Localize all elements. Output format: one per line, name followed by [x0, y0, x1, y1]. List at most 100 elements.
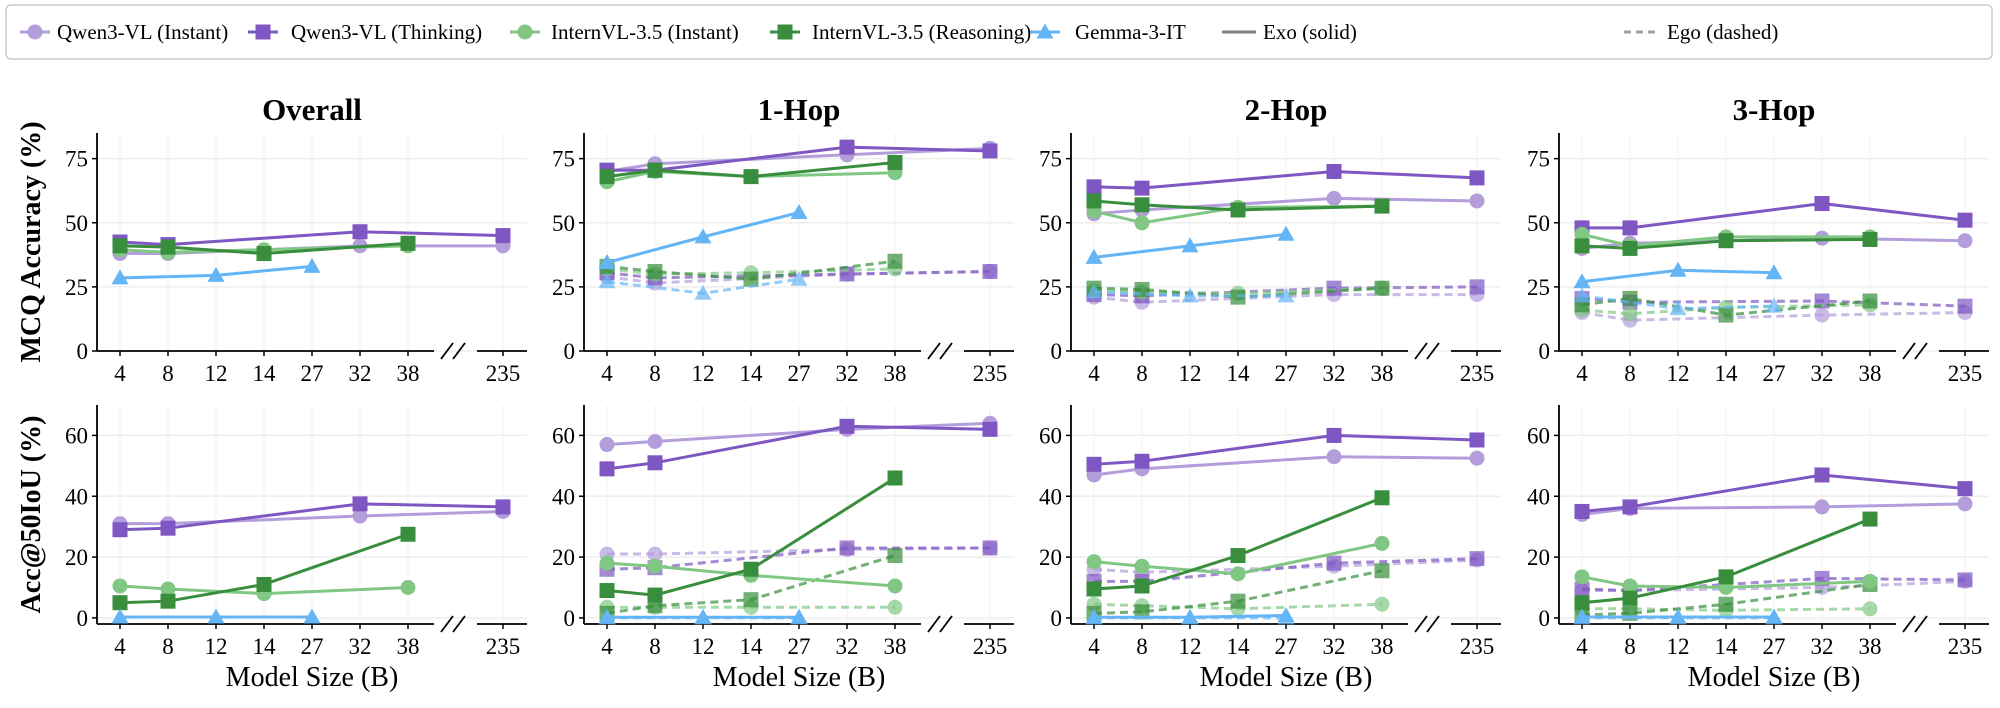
x-tick-label: 235 [973, 634, 1008, 659]
series-g-exo [598, 204, 808, 270]
panel-2-hop-mcq: 0 25 50 75 4 8 12 14 27 32 38 235 2-Hop [1039, 92, 1501, 386]
x-tick-label: 32 [1811, 634, 1834, 659]
data-point [1086, 554, 1102, 570]
series-line [1093, 569, 1383, 615]
data-point [839, 418, 855, 434]
data-point [400, 526, 416, 542]
series-ir-exo [1086, 193, 1390, 218]
data-point [1181, 287, 1199, 303]
y-tick-label: 0 [77, 339, 89, 364]
x-tick-label: 8 [162, 634, 174, 659]
data-point [647, 558, 663, 574]
series-line [607, 546, 991, 556]
x-tick-label: 14 [1227, 361, 1251, 386]
series-line [607, 145, 991, 172]
panel-1-hop-mcq: 0 25 50 75 4 8 12 14 27 32 38 235 1-Hop [552, 92, 1014, 386]
data-point [743, 592, 759, 608]
x-tick-label: 12 [205, 361, 228, 386]
data-point [982, 143, 998, 159]
x-tick-label: 38 [1859, 361, 1882, 386]
axis-break-mark [1902, 342, 1916, 360]
x-tick-label: 4 [601, 634, 613, 659]
x-tick-label: 14 [1227, 634, 1251, 659]
panel-2-hop-iou: 0 20 40 60 4 8 12 14 27 32 38 235 Model Size (B) [1039, 405, 1501, 693]
legend-item-qi: Qwen3-VL (Instant) [20, 20, 228, 44]
x-axis-label: Model Size (B) [713, 662, 886, 693]
y-tick-label: 60 [65, 423, 88, 448]
legend-label: Ego (dashed) [1667, 20, 1778, 44]
data-point [1134, 180, 1150, 196]
series-line [606, 421, 991, 447]
data-point [256, 246, 272, 262]
data-point [647, 434, 663, 449]
series-line [606, 476, 896, 597]
series-ir-exo [1086, 490, 1390, 597]
data-point [1718, 233, 1734, 249]
data-point [1573, 608, 1591, 624]
data-point [160, 239, 176, 255]
series-g-exo [111, 608, 321, 624]
y-tick-label: 25 [65, 275, 88, 300]
data-point [160, 593, 176, 609]
x-tick-label: 27 [1763, 361, 1786, 386]
data-point [111, 269, 129, 285]
panel-title: Overall [262, 92, 362, 127]
x-tick-label: 12 [692, 361, 715, 386]
x-tick-label: 4 [1576, 361, 1588, 386]
data-point [1181, 237, 1199, 253]
x-tick-label: 8 [1136, 361, 1148, 386]
x-tick-label: 12 [1179, 634, 1202, 659]
series-line [606, 259, 896, 281]
data-point [1326, 163, 1342, 179]
data-point [1134, 578, 1150, 594]
data-point [1957, 233, 1973, 249]
data-point [352, 496, 368, 512]
data-point [1134, 215, 1150, 231]
data-point [1277, 287, 1295, 303]
x-tick-label: 27 [301, 634, 324, 659]
series-line [1582, 202, 1966, 230]
data-point [160, 581, 176, 597]
y-tick-label: 60 [1527, 423, 1550, 448]
data-point [694, 608, 712, 624]
series-g-exo [1573, 261, 1783, 289]
legend-item-ir: InternVL-3.5 (Reasoning) [770, 20, 1031, 44]
x-tick-label: 12 [1667, 361, 1690, 386]
series-line [1093, 455, 1478, 477]
legend-label: Qwen3-VL (Thinking) [291, 20, 482, 44]
data-point [982, 263, 998, 279]
x-tick-label: 27 [301, 361, 324, 386]
y-tick-label: 20 [1527, 545, 1550, 570]
y-tick-label: 0 [1539, 606, 1551, 631]
data-point [1669, 608, 1687, 624]
data-point [1326, 280, 1342, 296]
legend-label: Qwen3-VL (Instant) [57, 20, 228, 44]
x-tick-label: 32 [1323, 361, 1346, 386]
data-point [694, 228, 712, 244]
series-line [119, 532, 409, 605]
legend-item-g: Gemma-3-IT [1030, 20, 1186, 44]
x-tick-label: 38 [1859, 634, 1882, 659]
x-tick-label: 235 [1948, 361, 1983, 386]
data-point [1374, 535, 1390, 551]
data-point [1862, 573, 1878, 589]
series-line [1093, 169, 1478, 190]
x-tick-label: 235 [1460, 361, 1495, 386]
x-tick-label: 235 [1948, 634, 1983, 659]
series-line [1581, 502, 1966, 516]
data-point [1085, 248, 1103, 264]
series-ir-exo [1574, 231, 1878, 256]
y-tick-label: 20 [552, 545, 575, 570]
data-point [694, 284, 712, 300]
data-point [598, 254, 616, 270]
x-tick-label: 8 [649, 361, 661, 386]
data-point [352, 224, 368, 240]
data-point [495, 499, 511, 515]
series-line [1093, 433, 1478, 466]
y-tick-label: 50 [1527, 211, 1550, 236]
data-point [1718, 307, 1734, 323]
data-point [1814, 196, 1830, 212]
axis-break-mark [939, 342, 953, 360]
x-axis-label: Model Size (B) [1688, 662, 1861, 693]
